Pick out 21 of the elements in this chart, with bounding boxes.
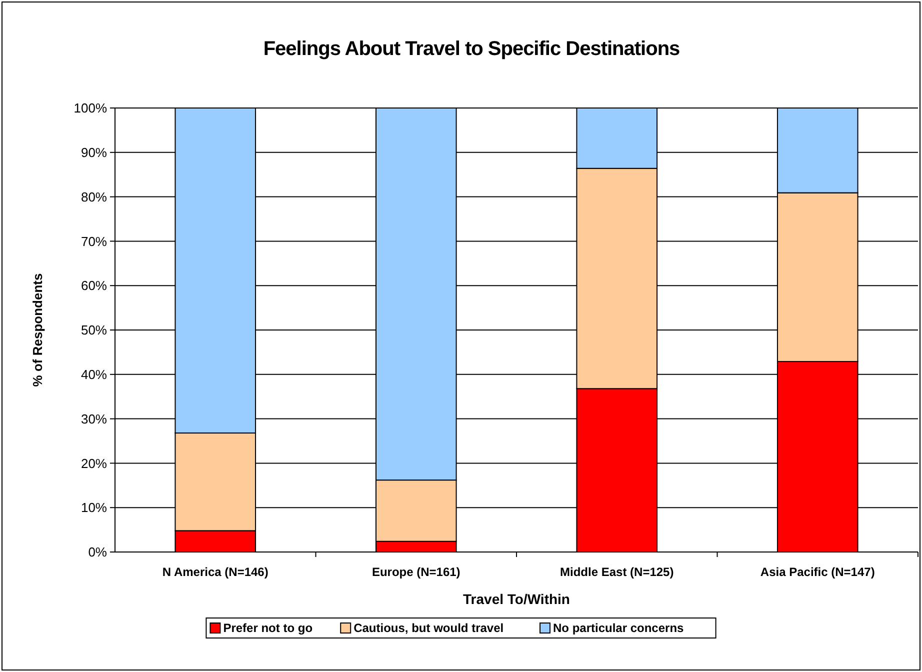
y-tick-label: 100%: [74, 100, 108, 116]
x-tick-label: N America (N=146): [162, 565, 268, 579]
x-tick-label: Middle East (N=125): [560, 565, 674, 579]
chart-title: Feelings About Travel to Specific Destinations: [263, 38, 680, 60]
y-tick-label: 10%: [80, 500, 108, 516]
y-tick-label: 70%: [80, 234, 108, 249]
y-tick-label: 40%: [80, 366, 108, 382]
y-tick-label: 20%: [80, 456, 108, 471]
y-tick-label: 90%: [80, 144, 108, 160]
y-tick-label: 0%: [88, 544, 108, 560]
y-tick-label: 80%: [80, 189, 108, 204]
y-tick-label: 50%: [80, 322, 108, 338]
x-axis-title: Travel To/Within: [463, 591, 570, 607]
y-axis-title: % of Respondents: [30, 273, 45, 387]
legend-label: Cautious, but would travel: [354, 621, 504, 636]
legend-label: No particular concerns: [553, 621, 684, 636]
x-tick-label: Asia Pacific (N=147): [760, 565, 875, 579]
x-tick-label: Europe (N=161): [372, 565, 460, 579]
y-tick-label: 30%: [80, 411, 108, 426]
y-tick-label: 60%: [80, 278, 108, 294]
legend-label: Prefer not to go: [223, 621, 313, 636]
